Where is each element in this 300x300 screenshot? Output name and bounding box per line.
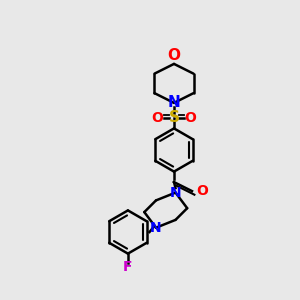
Text: N: N: [168, 95, 180, 110]
Text: S: S: [169, 110, 179, 125]
Text: O: O: [167, 48, 181, 63]
Text: O: O: [196, 184, 208, 198]
Text: N: N: [170, 186, 181, 200]
Text: F: F: [123, 260, 133, 274]
Text: O: O: [152, 111, 164, 125]
Text: N: N: [150, 221, 162, 235]
Text: O: O: [184, 111, 196, 125]
